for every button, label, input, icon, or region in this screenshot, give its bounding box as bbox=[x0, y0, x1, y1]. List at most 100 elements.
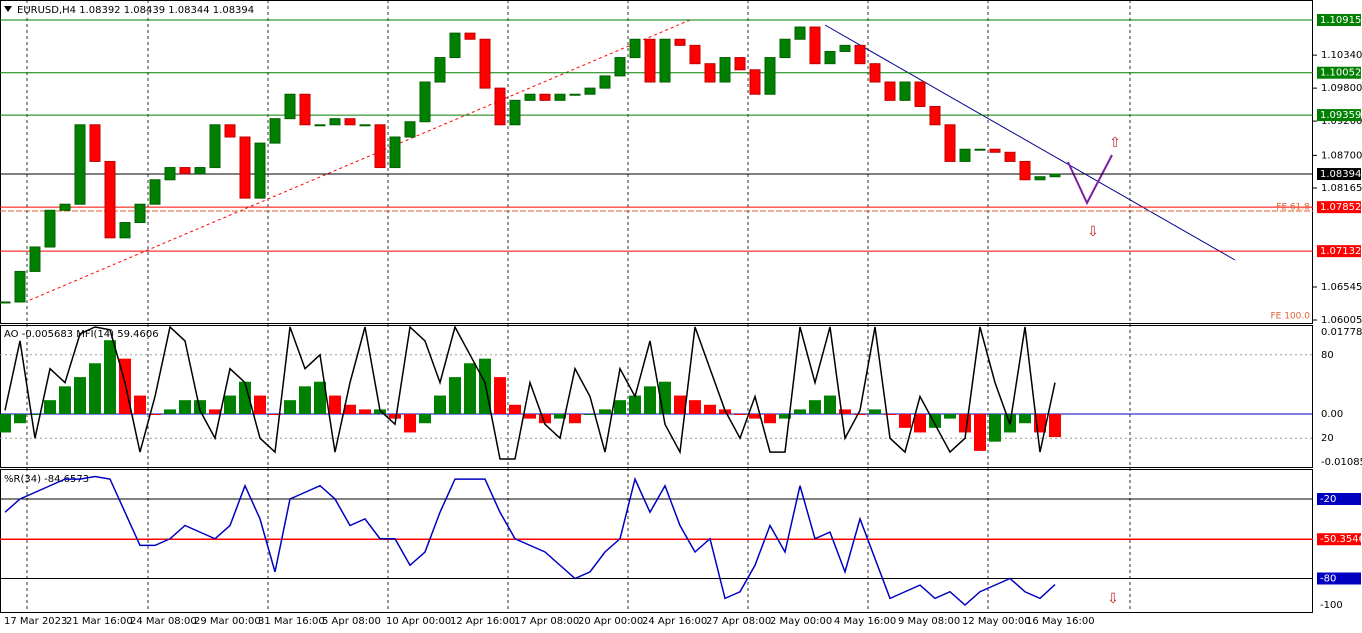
level-box bbox=[1317, 493, 1361, 505]
candle bbox=[104, 160, 116, 239]
level-label: 1.08394 bbox=[1320, 169, 1361, 180]
candle bbox=[1019, 160, 1031, 181]
candle bbox=[344, 118, 356, 126]
candle bbox=[44, 209, 56, 248]
time-label: 5 Apr 08:00 bbox=[322, 616, 381, 627]
ao-bar bbox=[629, 395, 641, 414]
candle bbox=[134, 203, 146, 224]
candle bbox=[959, 148, 971, 162]
candle bbox=[944, 124, 956, 162]
wpr-scale-label: -100 bbox=[1320, 600, 1343, 611]
time-label: 12 May 00:00 bbox=[962, 616, 1031, 627]
ao-bar bbox=[539, 414, 551, 424]
candle bbox=[539, 93, 551, 101]
candle bbox=[674, 38, 686, 46]
ao-bar bbox=[914, 414, 926, 433]
candle bbox=[989, 148, 1001, 153]
ao-bar bbox=[284, 400, 296, 414]
ao-bar bbox=[524, 414, 536, 419]
ao-bar bbox=[209, 409, 221, 414]
ao-bar bbox=[599, 409, 611, 414]
level-label: 1.07852 bbox=[1320, 202, 1361, 213]
candle bbox=[869, 63, 881, 83]
ao-scale-label: -0.010854 bbox=[1321, 457, 1362, 468]
ao-bar bbox=[779, 414, 791, 419]
ao-bar bbox=[314, 381, 326, 414]
mfi-line bbox=[4, 324, 1056, 460]
ao-bar bbox=[404, 414, 416, 433]
candle bbox=[524, 93, 536, 101]
candle bbox=[689, 44, 701, 65]
ao-bar bbox=[614, 400, 626, 414]
level-box bbox=[1317, 533, 1361, 546]
projection-v bbox=[1067, 154, 1113, 206]
ao-bar bbox=[1019, 414, 1031, 424]
candle bbox=[599, 75, 611, 89]
ao-bar bbox=[464, 363, 476, 414]
time-label: 31 Mar 16:00 bbox=[258, 616, 325, 627]
ao-bar bbox=[0, 414, 11, 433]
candle bbox=[119, 222, 131, 239]
arrow-up: ⇧ bbox=[1109, 135, 1121, 151]
ao-bar bbox=[824, 395, 836, 414]
candle bbox=[449, 32, 461, 59]
ao-bar bbox=[794, 409, 806, 414]
candle bbox=[824, 50, 836, 65]
level-label: 1.10915 bbox=[1320, 15, 1361, 26]
candle bbox=[0, 301, 11, 304]
ao-bar bbox=[224, 395, 236, 414]
ao-scale-label: 0.00 bbox=[1321, 409, 1343, 420]
candle bbox=[854, 44, 866, 65]
ao-bar bbox=[1049, 414, 1061, 438]
ao-bar bbox=[584, 414, 596, 415]
candle bbox=[299, 93, 311, 126]
ao-bar bbox=[734, 414, 746, 415]
ao-bar bbox=[269, 414, 281, 415]
candle bbox=[14, 270, 26, 303]
symbol-info: EURUSD,H4 1.08392 1.08439 1.08344 1.0839… bbox=[17, 5, 254, 16]
price-tick-label: 1.09260 bbox=[1321, 116, 1362, 127]
candle bbox=[434, 57, 446, 83]
ao-panel bbox=[0, 325, 1313, 468]
candle bbox=[464, 32, 476, 40]
ao-bar bbox=[134, 395, 146, 414]
level-label: 1.07132 bbox=[1320, 246, 1361, 257]
time-label: 24 Apr 16:00 bbox=[642, 616, 707, 627]
ao-bar bbox=[509, 404, 521, 414]
candle bbox=[1034, 176, 1046, 181]
ao-scale-label: 0.017781 bbox=[1321, 327, 1362, 338]
level-label: 1.10052 bbox=[1320, 68, 1361, 79]
wpr-panel bbox=[0, 469, 1313, 613]
ao-bar bbox=[449, 377, 461, 414]
candle bbox=[479, 38, 491, 89]
ao-scale-label: 80 bbox=[1321, 350, 1334, 361]
ao-bar bbox=[389, 414, 401, 419]
ao-bar bbox=[164, 409, 176, 414]
ao-bar bbox=[434, 395, 446, 414]
candle bbox=[914, 81, 926, 107]
arrow-down: ⇩ bbox=[1087, 224, 1099, 240]
time-label: 4 May 16:00 bbox=[834, 616, 896, 627]
candle bbox=[269, 118, 281, 144]
trend-line-blue bbox=[824, 24, 1236, 261]
ao-bar bbox=[569, 414, 581, 424]
ao-bar bbox=[899, 414, 911, 428]
ao-bar bbox=[989, 414, 1001, 442]
level-box bbox=[1317, 14, 1361, 26]
time-label: 16 May 16:00 bbox=[1026, 616, 1095, 627]
ao-bar bbox=[59, 386, 71, 414]
ao-bar bbox=[704, 404, 716, 414]
ao-bar bbox=[419, 414, 431, 424]
candle bbox=[884, 81, 896, 101]
level-box bbox=[1317, 109, 1361, 122]
candle bbox=[164, 167, 176, 181]
candle bbox=[89, 124, 101, 162]
candle bbox=[929, 105, 941, 126]
candle bbox=[839, 44, 851, 52]
level-box bbox=[1317, 572, 1361, 585]
ao-bar bbox=[74, 377, 86, 414]
ao-label: AO -0.005683 MFI(14) 59.4606 bbox=[4, 329, 159, 340]
